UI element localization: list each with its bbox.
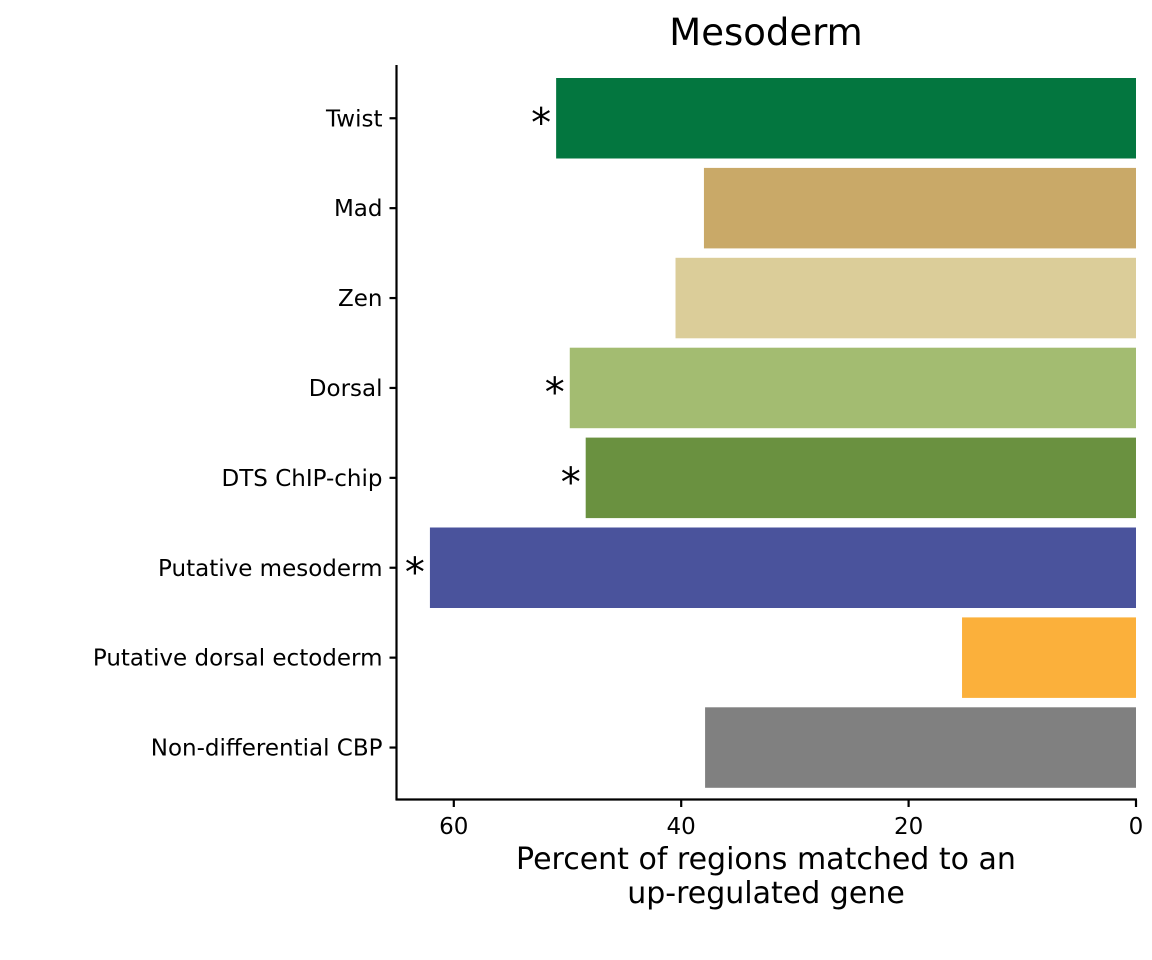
y-tick-label: Mad [334,196,383,222]
bar-mad [703,167,1136,249]
y-tick-label: Dorsal [309,376,383,402]
bars-group [429,78,1137,788]
y-tick-label: Twist [325,106,382,132]
x-tick-label: 0 [1129,814,1144,840]
chart-title: Mesoderm [669,11,862,54]
bar-putative-dorsal-ectoderm [962,617,1136,698]
x-axis-label-line-1: Percent of regions matched to an [516,842,1016,877]
annotations-group: * * * * [405,100,581,596]
x-axis-ticks: 60 40 20 0 [439,800,1143,840]
y-axis-ticks: Twist Mad Zen Dorsal DTS ChIP-chip Putative m… [93,106,397,762]
significance-star-dts-chip-chip: * [561,460,581,506]
bar-zen [675,257,1136,339]
x-axis-label-line-2: up-regulated gene [627,876,905,911]
bar-twist [556,78,1136,159]
y-tick-label: DTS ChIP-chip [222,466,383,492]
x-tick-label: 40 [667,814,696,840]
bar-non-differential-cbp [705,707,1136,788]
y-tick-label: Putative mesoderm [158,556,382,582]
x-tick-label: 20 [894,814,923,840]
y-tick-label: Non-differential CBP [151,736,383,762]
y-tick-label: Putative dorsal ectoderm [93,646,383,672]
significance-star-twist: * [531,100,551,146]
y-tick-label: Zen [338,286,382,312]
x-tick-label: 60 [439,814,468,840]
significance-star-putative-mesoderm: * [405,550,425,596]
bar-dorsal [569,347,1136,429]
bar-dts-chip-chip [585,437,1136,519]
significance-star-dorsal: * [545,370,565,416]
bar-putative-mesoderm [429,527,1137,608]
